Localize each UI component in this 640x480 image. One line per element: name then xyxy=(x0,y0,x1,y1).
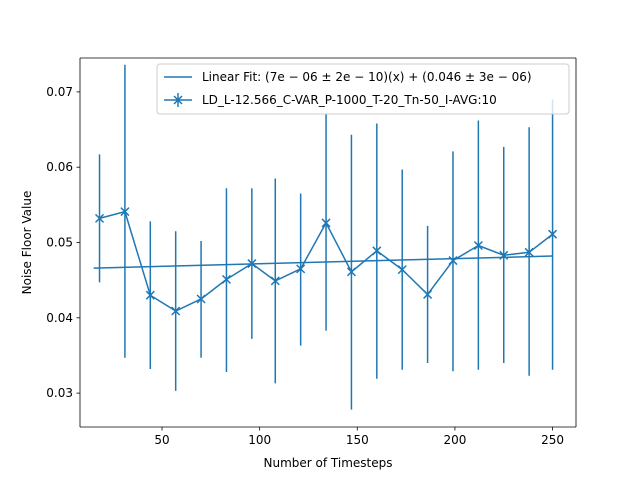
x-tick-label: 250 xyxy=(541,433,564,447)
data-point-marker xyxy=(397,265,407,275)
x-tick-label: 150 xyxy=(346,433,369,447)
data-point-marker xyxy=(372,246,382,256)
legend: Linear Fit: (7e − 06 ± 2e − 10)(x) + (0.… xyxy=(156,63,570,115)
data-point-marker xyxy=(120,207,130,217)
plot-area xyxy=(80,58,576,427)
data-point-marker xyxy=(473,240,483,251)
data-point-marker xyxy=(171,306,181,316)
x-axis-label: Number of Timesteps xyxy=(264,456,393,470)
x-tick-label: 200 xyxy=(443,433,466,447)
y-axis-label: Noise Floor Value xyxy=(20,191,34,295)
y-tick-label: 0.06 xyxy=(46,160,73,174)
y-tick-label: 0.03 xyxy=(46,386,73,400)
x-tick-label: 100 xyxy=(248,433,271,447)
data-point-marker xyxy=(196,294,206,304)
data-point-marker xyxy=(145,290,155,300)
legend-box xyxy=(156,63,570,115)
data-point-marker xyxy=(221,274,231,284)
legend-series-label: LD_L-12.566_C-VAR_P-1000_T-20_Tn-50_I-AV… xyxy=(202,93,497,107)
y-tick-label: 0.04 xyxy=(46,311,73,325)
data-point-marker xyxy=(423,289,433,299)
fit-line xyxy=(93,255,553,269)
series-layer xyxy=(94,207,558,316)
legend-series-marker xyxy=(173,95,183,105)
legend-fit-label: Linear Fit: (7e − 06 ± 2e − 10)(x) + (0.… xyxy=(202,70,532,84)
data-point-marker xyxy=(448,256,458,266)
data-point-marker xyxy=(499,250,509,260)
x-tick-label: 50 xyxy=(154,433,169,447)
data-point-marker xyxy=(524,247,534,257)
data-point-marker xyxy=(94,213,105,223)
y-tick-label: 0.05 xyxy=(46,236,73,250)
y-tick-label: 0.07 xyxy=(46,85,73,99)
data-point-marker xyxy=(247,259,257,269)
data-point-marker xyxy=(296,264,306,274)
data-point-marker xyxy=(548,229,558,239)
data-point-marker xyxy=(346,267,356,277)
fit-line-layer xyxy=(93,255,553,269)
ticks-layer: 50 100 150 200 250 0.03 0.04 0.05 0.06 0.07 xyxy=(46,85,564,447)
data-point-marker xyxy=(270,276,280,286)
data-point-marker xyxy=(321,218,331,228)
